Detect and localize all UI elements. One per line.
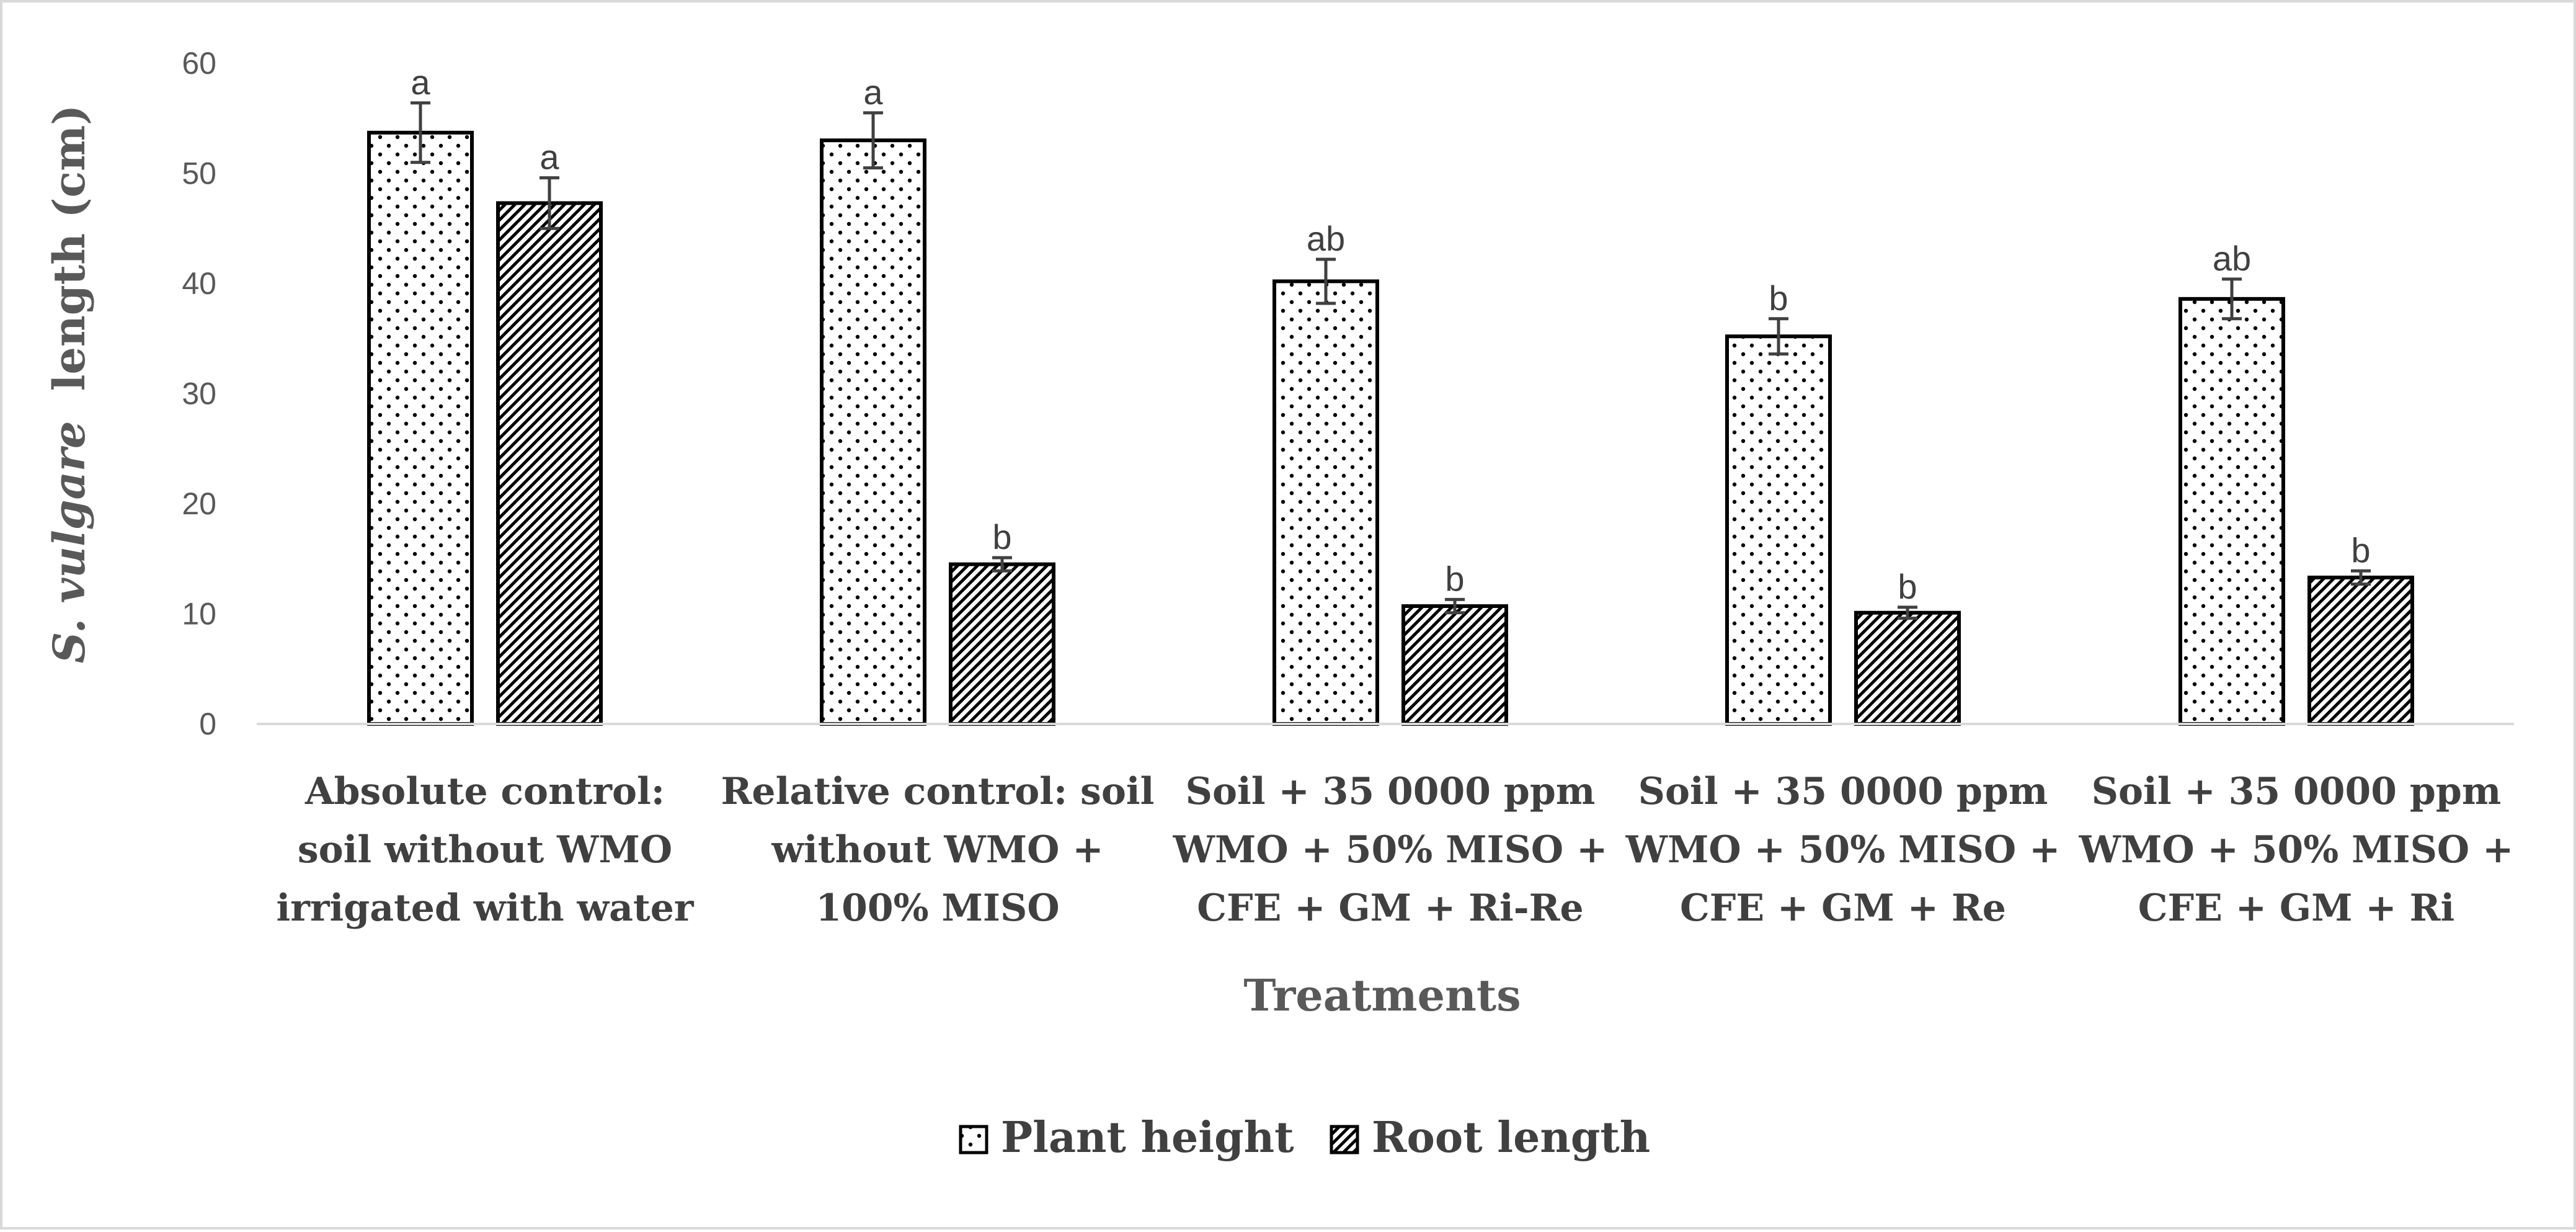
bar-root-length	[949, 562, 1055, 726]
error-bar	[1316, 257, 1336, 305]
y-tick-label: 40	[182, 266, 216, 301]
category-label: Soil + 35 0000 ppm WMO + 50% MISO + CFE + …	[1173, 770, 1608, 930]
category-labels: Absolute control: soil without WMO irrigat…	[276, 770, 2513, 930]
y-tick-label: 60	[182, 46, 216, 81]
bar-plant-height	[820, 138, 926, 726]
y-axis-label-italic: S. vulgare	[43, 421, 95, 664]
category-label: Soil + 35 0000 ppm WMO + 50% MISO + CFE + …	[2079, 770, 2514, 930]
y-tick-label: 10	[182, 597, 216, 632]
bar-plant-height	[2178, 297, 2285, 726]
error-bar	[2222, 277, 2242, 321]
category-label: Absolute control: soil without WMO irrigat…	[276, 770, 694, 930]
significance-letter: b	[1898, 567, 1917, 606]
bar-root-length	[1401, 604, 1508, 726]
y-tick-label: 20	[182, 486, 216, 521]
legend-label-root-length: Root length	[1372, 1113, 1650, 1163]
error-bar	[540, 176, 559, 230]
legend: Plant height Root length	[959, 1113, 1650, 1163]
significance-letter: a	[863, 73, 883, 112]
category-label-line: Soil + 35 0000 ppm	[2092, 770, 2502, 813]
error-bar	[1769, 317, 1788, 356]
significance-letter: b	[1445, 559, 1464, 598]
bar-plant-height	[1725, 334, 1832, 726]
significance-letter: ab	[1307, 219, 1345, 258]
legend-swatch-plant-height	[959, 1125, 988, 1154]
bar-plant-height	[1272, 279, 1379, 726]
error-bar	[2351, 569, 2371, 586]
category-label-line: WMO + 50% MISO +	[1173, 828, 1608, 872]
category-label-line: irrigated with water	[276, 886, 694, 930]
category-label-line: without WMO +	[771, 828, 1103, 872]
y-axis-label-rest: length (cm)	[43, 105, 95, 391]
error-bar	[411, 101, 430, 164]
y-tick-label: 30	[182, 377, 216, 411]
legend-label-plant-height: Plant height	[1001, 1113, 1294, 1163]
bar-root-length	[2307, 575, 2414, 726]
category-label-line: WMO + 50% MISO +	[2079, 828, 2514, 872]
category-label-line: 100% MISO	[815, 886, 1059, 930]
category-label-line: soil without WMO	[298, 828, 672, 872]
category-label-line: Soil + 35 0000 ppm	[1638, 770, 2048, 813]
y-ticks: 0 10 20 30 40 50 60	[182, 46, 216, 741]
bar-root-length	[496, 201, 603, 726]
category-label: Relative control: soil without WMO + 100% …	[721, 770, 1155, 930]
category-label-line: Soil + 35 0000 ppm	[1186, 770, 1596, 813]
error-bar	[992, 556, 1012, 573]
bar-root-length	[1854, 610, 1961, 726]
significance-letter: b	[2351, 530, 2370, 569]
category-label-line: WMO + 50% MISO +	[1625, 828, 2061, 872]
category-label-line: Absolute control:	[304, 770, 665, 813]
x-axis-label: Treatments	[1243, 970, 1521, 1021]
bar-plant-height	[367, 130, 474, 726]
category-label-line: CFE + GM + Ri-Re	[1197, 886, 1583, 930]
y-tick-label: 50	[182, 156, 216, 191]
significance-letter: ab	[2213, 239, 2251, 278]
significance-letter: b	[992, 517, 1011, 556]
legend-swatch-root-length	[1330, 1125, 1359, 1154]
y-axis-label: S. vulgare length (cm)	[43, 105, 95, 664]
category-label: Soil + 35 0000 ppm WMO + 50% MISO + CFE + …	[1625, 770, 2061, 930]
error-bar	[863, 111, 883, 170]
significance-letter: a	[411, 63, 430, 102]
y-tick-label: 0	[199, 707, 216, 741]
category-label-line: CFE + GM + Ri	[2138, 886, 2455, 930]
error-bar	[1898, 605, 1917, 620]
category-label-line: Relative control: soil	[721, 770, 1155, 813]
error-bar	[1445, 597, 1465, 615]
category-label-line: CFE + GM + Re	[1680, 886, 2006, 930]
significance-letter: a	[540, 138, 559, 177]
significance-letter: b	[1769, 279, 1788, 318]
